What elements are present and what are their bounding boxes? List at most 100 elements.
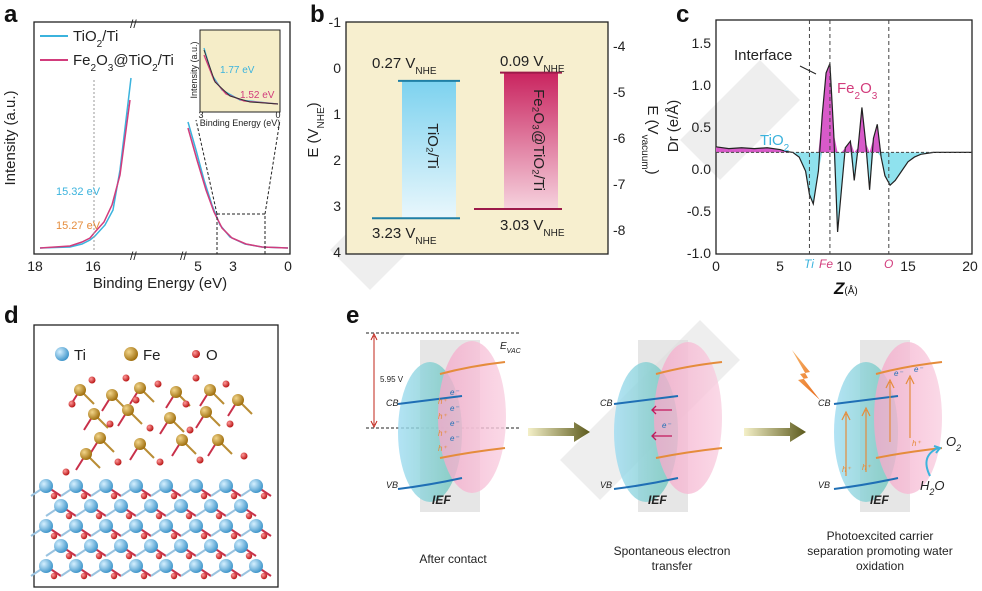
- b-val-tio2-cb: 0.27 VNHE: [372, 55, 437, 77]
- ti-atom-80: [99, 479, 113, 493]
- density-line: [715, 63, 972, 233]
- inset-curve-dark: [203, 49, 279, 105]
- ti-atom-108: [69, 519, 83, 533]
- legend-ti-ball: [55, 347, 69, 361]
- o-atom-97: [125, 512, 133, 520]
- cb-label-3: CB: [818, 398, 831, 408]
- o-atom-127: [125, 552, 133, 560]
- b-ltick-0: 0: [333, 60, 341, 76]
- evac-label: EVAC: [500, 341, 522, 355]
- a-xtick-18: 18: [27, 258, 43, 274]
- panel-a-xlabel: Binding Energy (eV): [93, 275, 227, 292]
- panel-a-legend: TiO2/Ti Fe2O3@TiO2/Ti: [40, 28, 174, 74]
- o-atom-115: [170, 532, 178, 540]
- o-atom-133: [215, 552, 223, 560]
- o-atom-203: [106, 420, 114, 428]
- o-atom-99: [155, 512, 163, 520]
- zoom-line-1: [195, 119, 218, 215]
- o-atom-107: [50, 532, 58, 540]
- ti-atom-140: [99, 559, 113, 573]
- o-atom-121: [260, 532, 268, 540]
- legend-ti-text: Ti: [74, 347, 86, 364]
- o-atom-212: [132, 396, 140, 404]
- o-atom-105: [245, 512, 253, 520]
- crystal-structure: [30, 374, 272, 580]
- caption-photo-1: Photoexcited carrier: [827, 529, 934, 543]
- ti-atom-104: [234, 499, 248, 513]
- electron-1d: e⁻: [450, 434, 459, 443]
- o-atom-83: [140, 492, 148, 500]
- ti-atom-76: [39, 479, 53, 493]
- o-atom-103: [215, 512, 223, 520]
- b-rtick-8: -8: [613, 222, 626, 238]
- fe-atom-189: [122, 404, 134, 416]
- cb-band-1: [397, 395, 463, 405]
- o-atom-131: [185, 552, 193, 560]
- o-atom-208: [156, 458, 164, 466]
- water-ox-arrow: [925, 447, 939, 477]
- vb-band-3: [833, 477, 899, 490]
- ti-atom-128: [144, 539, 158, 553]
- c-xtick-10: 10: [836, 258, 852, 274]
- ti-atom-116: [189, 519, 203, 533]
- fe-cb-band-3: [875, 361, 943, 375]
- ti-atom-124: [84, 539, 98, 553]
- panel-b-frame: [345, 21, 609, 255]
- ti-atom-148: [219, 559, 233, 573]
- electron-2: e⁻: [662, 421, 671, 430]
- fe-atom-188: [88, 408, 100, 420]
- c-ytick-n1.0: -1.0: [687, 245, 711, 261]
- caption-transfer-1: Spontaneous electron: [614, 544, 731, 558]
- ti-atom-102: [204, 499, 218, 513]
- fe-atom-182: [74, 384, 86, 396]
- o-atom-129: [155, 552, 163, 560]
- panel-e: e EVAC 5.95 V CB VB IEF e⁻ e⁻ e⁻ e⁻: [346, 302, 961, 573]
- cb-band-2: [613, 395, 679, 405]
- ti-atom-120: [249, 519, 263, 533]
- ti-atom-98: [144, 499, 158, 513]
- ti-atom-100: [174, 499, 188, 513]
- b-ltick-1: 1: [333, 106, 341, 122]
- o-atom-89: [230, 492, 238, 500]
- inset-annot-152: 1.52 eV: [240, 90, 275, 101]
- legend-tio2-text: TiO2/Ti: [73, 28, 118, 50]
- fe-vb-band-2: [655, 447, 723, 459]
- panel-c-xlabel: Z(Å): [833, 279, 858, 298]
- fe-atom-187: [232, 394, 244, 406]
- ti-atom-90: [249, 479, 263, 493]
- ti-atom-106: [39, 519, 53, 533]
- fe-atom-185: [170, 386, 182, 398]
- excite-arrow-1: [841, 410, 851, 476]
- c-interface-arrow: [799, 65, 817, 75]
- panel-d: d Ti Fe O: [4, 302, 279, 588]
- o-atom-139: [80, 572, 88, 580]
- o-atom-211: [240, 452, 248, 460]
- band-bars: [372, 71, 562, 220]
- stage-after-contact: EVAC 5.95 V CB VB IEF e⁻ e⁻ e⁻ e⁻ h⁺ h⁺: [366, 332, 522, 566]
- o-atom-113: [140, 532, 148, 540]
- ti-atom-144: [159, 559, 173, 573]
- fe-vb-band-1: [439, 447, 506, 459]
- o-atom-143: [140, 572, 148, 580]
- panel-c-frame: [715, 19, 973, 255]
- band-bar-1: [504, 72, 558, 209]
- o-atom-101: [185, 512, 193, 520]
- o-atom-213: [182, 400, 190, 408]
- electron-1c: e⁻: [450, 419, 459, 428]
- panel-c-ylabel: Dr (e/Å): [665, 100, 682, 153]
- o-atom-151: [260, 572, 268, 580]
- hole-1d: h⁺: [438, 444, 447, 453]
- legend-o-text: O: [206, 347, 218, 364]
- inset-ylabel: Intensity (a.u.): [189, 41, 199, 98]
- ti-atom-84: [159, 479, 173, 493]
- fe-atom-192: [94, 432, 106, 444]
- curve-fe-left: [39, 99, 131, 249]
- o-atom-77: [50, 492, 58, 500]
- hole-1b: h⁺: [438, 412, 447, 421]
- fe-atom-190: [164, 412, 176, 424]
- a-xtick-3: 3: [229, 258, 237, 274]
- o-atom-205: [186, 426, 194, 434]
- b-ltick-2: 2: [333, 152, 341, 168]
- electron-3b: e⁻: [914, 365, 923, 374]
